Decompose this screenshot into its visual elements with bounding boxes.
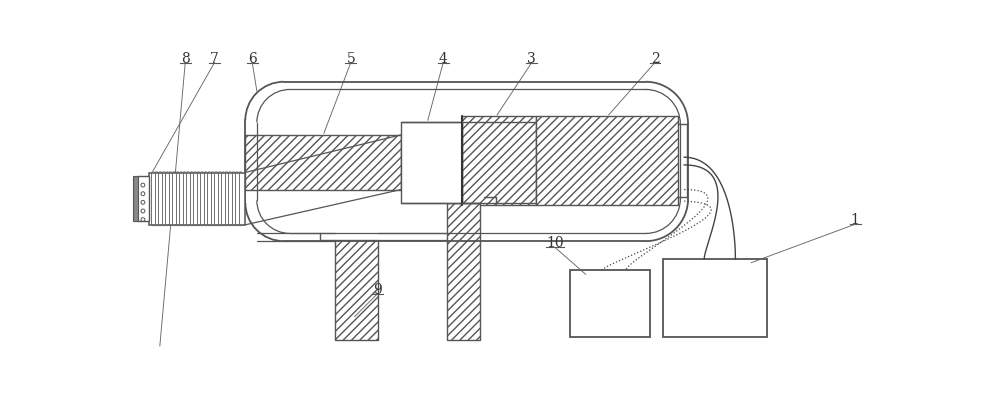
Bar bbox=[401, 135, 462, 190]
Bar bbox=[447, 203, 480, 340]
Bar bbox=[149, 173, 245, 225]
Text: 4: 4 bbox=[439, 51, 448, 66]
Bar bbox=[462, 117, 536, 205]
Text: 10: 10 bbox=[546, 237, 564, 251]
Text: 1: 1 bbox=[851, 213, 860, 227]
Text: 8: 8 bbox=[181, 51, 190, 66]
Bar bbox=[536, 117, 678, 205]
Bar bbox=[245, 135, 401, 190]
Text: 5: 5 bbox=[346, 51, 355, 66]
Bar bbox=[401, 122, 462, 203]
Bar bbox=[335, 240, 378, 340]
Text: 2: 2 bbox=[651, 51, 659, 66]
Bar bbox=[663, 259, 767, 337]
Bar bbox=[133, 176, 138, 221]
Bar bbox=[570, 271, 650, 337]
Bar bbox=[137, 176, 149, 221]
Text: 7: 7 bbox=[210, 51, 219, 66]
Text: 9: 9 bbox=[373, 282, 382, 297]
Text: 6: 6 bbox=[248, 51, 257, 66]
Text: 3: 3 bbox=[527, 51, 536, 66]
